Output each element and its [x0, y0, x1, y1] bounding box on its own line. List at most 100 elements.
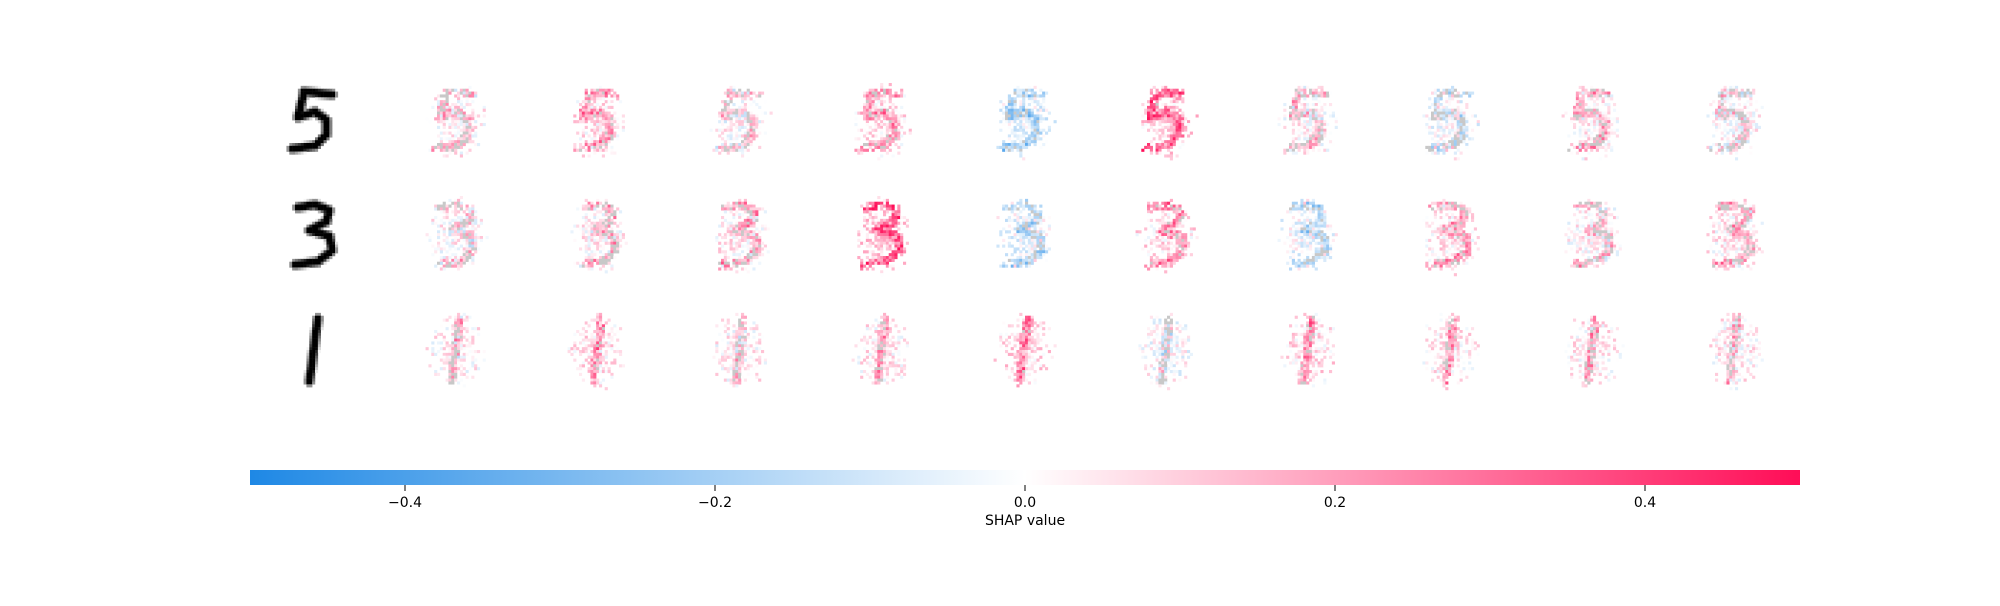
shap-pixel: [1329, 131, 1333, 135]
shap-pixel: [616, 247, 620, 251]
shap-pixel: [1593, 145, 1597, 149]
shap-pixel: [1022, 140, 1026, 144]
shap-pixel: [1175, 244, 1179, 248]
shap-pixel: [437, 261, 441, 265]
shap-pixel: [601, 264, 605, 268]
shap-pixel: [607, 207, 611, 211]
shap-pixel: [877, 224, 881, 228]
digit-pixel: [323, 253, 327, 257]
digit-pixel: [306, 143, 310, 147]
shap-pixel: [900, 88, 904, 92]
shap-pixel: [1476, 120, 1480, 124]
shap-pixel: [746, 256, 750, 260]
shap-pixel: [1175, 213, 1179, 217]
shap-pixel: [1737, 145, 1741, 149]
shap-pixel: [1601, 236, 1605, 240]
shap-pixel: [749, 97, 753, 101]
shap-pixel: [1002, 261, 1006, 265]
shap-pixel: [1584, 120, 1588, 124]
digit-pixel: [292, 258, 296, 262]
shap-pixel: [1036, 117, 1040, 121]
shap-pixel: [1175, 238, 1179, 242]
shap-pixel: [1740, 114, 1744, 118]
shap-pixel: [749, 131, 753, 135]
shap-pixel: [1601, 227, 1605, 231]
shap-pixel: [891, 204, 895, 208]
shap-pixel: [434, 97, 438, 101]
shap-pixel: [1587, 233, 1591, 237]
digit-pixel: [295, 267, 299, 271]
shap-pixel: [1147, 100, 1151, 104]
shap-pixel: [437, 125, 441, 129]
shap-pixel: [1184, 247, 1188, 251]
shap-pixel: [1013, 120, 1017, 124]
shap-pixel: [1045, 91, 1049, 95]
shap-pixel: [1431, 103, 1435, 107]
shap-pixel: [1462, 218, 1466, 222]
shap-pixel: [1601, 210, 1605, 214]
shap-pixel: [1732, 111, 1736, 115]
shap-pixel: [1181, 125, 1185, 129]
shap-pixel: [1334, 120, 1338, 124]
shap-pixel: [868, 227, 872, 231]
shap-pixel: [868, 216, 872, 220]
shap-heatmap-panel: [1141, 85, 1199, 161]
shap-pixel: [437, 207, 441, 211]
shap-pixel: [593, 221, 597, 225]
shap-pixel: [1735, 105, 1739, 109]
shap-pixel: [1749, 151, 1753, 155]
digit-pixel: [297, 88, 301, 92]
shap-pixel: [1601, 105, 1605, 109]
shap-pixel: [468, 134, 472, 138]
shap-pixel: [1590, 241, 1594, 245]
shap-pixel: [1433, 253, 1437, 257]
shap-pixel: [584, 216, 588, 220]
shap-pixel: [868, 114, 872, 118]
shap-pixel: [607, 117, 611, 121]
shap-pixel: [871, 256, 875, 260]
shap-pixel: [1453, 236, 1457, 240]
shap-pixel: [1169, 151, 1173, 155]
shap-pixel: [1439, 267, 1443, 271]
shap-pixel: [1451, 103, 1455, 107]
shap-pixel: [888, 230, 892, 234]
shap-pixel: [1309, 123, 1313, 127]
shap-pixel: [1019, 253, 1023, 257]
shap-pixel: [604, 143, 608, 147]
shap-pixel: [1451, 267, 1455, 271]
shap-pixel: [1735, 143, 1739, 147]
shap-pixel: [1590, 145, 1594, 149]
shap-pixel: [1164, 143, 1168, 147]
shap-pixel: [1717, 105, 1721, 109]
shap-pixel: [743, 221, 747, 225]
shap-pixel: [746, 238, 750, 242]
shap-pixel: [885, 256, 889, 260]
shap-pixel: [1595, 108, 1599, 112]
shap-pixel: [752, 233, 756, 237]
shap-pixel: [1445, 145, 1449, 149]
digit-pixel: [326, 224, 330, 228]
shap-pixel: [439, 261, 443, 265]
shap-pixel: [1172, 103, 1176, 107]
shap-pixel: [596, 125, 600, 129]
shap-pixel: [1158, 120, 1162, 124]
shap-pixel: [1164, 270, 1168, 274]
shap-pixel: [891, 230, 895, 234]
shap-pixel: [1036, 128, 1040, 132]
digit-pixel: [329, 210, 333, 214]
shap-pixel: [738, 207, 742, 211]
shap-pixel: [1181, 97, 1185, 101]
shap-pixel: [442, 88, 446, 92]
shap-pixel: [1291, 261, 1295, 265]
shap-pixel: [607, 131, 611, 135]
shap-pixel: [451, 148, 455, 152]
shap-pixel: [590, 227, 594, 231]
shap-pixel: [477, 236, 481, 240]
shap-pixel: [599, 236, 603, 240]
shap-pixel: [590, 91, 594, 95]
shap-pixel: [1604, 114, 1608, 118]
shap-pixel: [732, 91, 736, 95]
shap-pixel: [868, 230, 872, 234]
shap-pixel: [1303, 137, 1307, 141]
shap-pixel: [1027, 120, 1031, 124]
